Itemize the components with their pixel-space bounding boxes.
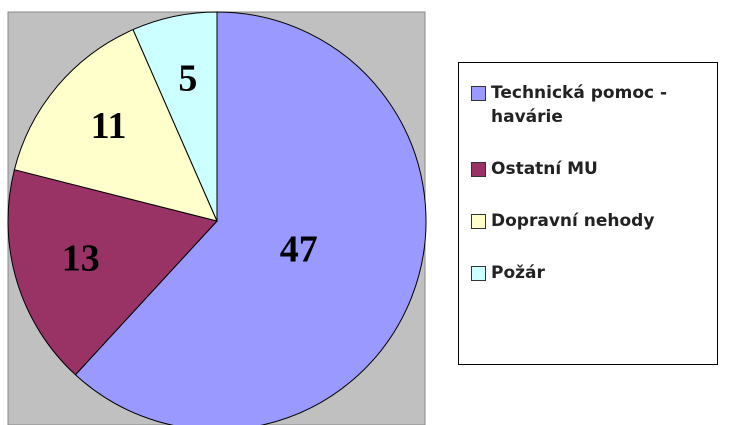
legend-label: Technická pomoc - havárie — [491, 83, 668, 127]
pie-slice — [74, 11, 427, 425]
pie-slice — [7, 169, 218, 376]
legend-item: Požár — [471, 261, 709, 285]
legend-item: Dopravní nehody — [471, 209, 709, 233]
data-label: 11 — [91, 105, 127, 147]
legend-label: Dopravní nehody — [491, 211, 655, 231]
legend: Technická pomoc - havárie Ostatní MU Dopra… — [458, 62, 718, 365]
data-label: 5 — [178, 58, 197, 100]
legend-swatch — [471, 162, 486, 177]
legend-label: Požár — [491, 263, 545, 283]
data-label: 13 — [62, 237, 100, 279]
data-label: 47 — [280, 229, 318, 271]
legend-swatch — [471, 214, 486, 229]
legend-label: Ostatní MU — [491, 159, 598, 179]
pie-slice — [13, 28, 218, 222]
pie-slice — [132, 11, 218, 222]
legend-swatch — [471, 86, 486, 101]
legend-item: Ostatní MU — [471, 157, 709, 181]
legend-swatch — [471, 266, 486, 281]
legend-item: Technická pomoc - havárie — [471, 81, 709, 129]
